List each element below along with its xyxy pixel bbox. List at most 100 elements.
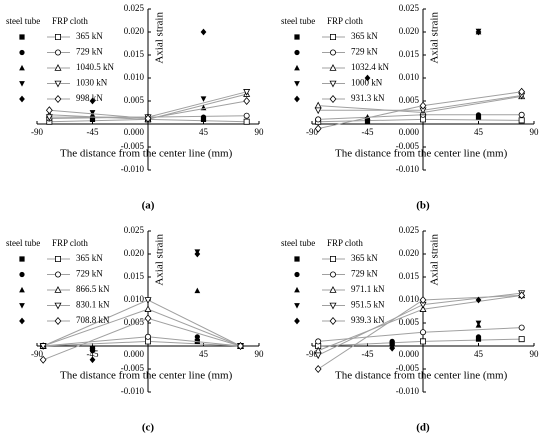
y-tick-label: 0.025 <box>399 3 420 13</box>
steel-point <box>194 334 200 340</box>
frp-point <box>39 343 47 350</box>
x-tick-label: 45 <box>199 127 209 137</box>
y-tick-label: 0.010 <box>399 294 420 304</box>
steel-point <box>475 320 482 327</box>
y-axis-label: Axial strain <box>154 12 166 64</box>
legend-frp-marker <box>55 34 61 40</box>
panel-label: (c) <box>142 422 155 434</box>
panel-label: (b) <box>416 200 430 212</box>
legend-steel-marker <box>294 317 300 325</box>
x-tick-label: -90 <box>31 349 43 359</box>
y-tick-label: 0.015 <box>124 271 145 281</box>
x-axis-label: The distance from the center line (mm) <box>60 148 233 160</box>
frp-point <box>144 305 152 312</box>
steel-point <box>89 348 96 354</box>
y-tick-label: 0.025 <box>124 225 145 235</box>
panel: -90 -45 45 90 -0.010 -0.005 0.000 0.005 0.010 0.0… <box>6 3 264 211</box>
frp-point <box>45 106 53 115</box>
legend-steel-marker <box>294 303 300 309</box>
panel: -90 -45 45 90 -0.010 -0.005 0.000 0.005 0.010 0.0… <box>6 225 264 433</box>
legend-frp-marker <box>330 34 336 40</box>
legend-steel-marker <box>294 64 300 71</box>
frp-point <box>144 114 152 123</box>
legend-label: 971.1 kN <box>351 284 385 294</box>
x-tick-label: -45 <box>362 349 374 359</box>
y-tick-label: -0.010 <box>396 164 420 174</box>
x-tick-label: -90 <box>31 127 43 137</box>
legend-frp-marker <box>54 317 62 325</box>
x-tick-label: -90 <box>306 349 318 359</box>
y-tick-label: 0.005 <box>399 95 420 105</box>
x-axis-label: The distance from the center line (mm) <box>335 370 508 382</box>
frp-point <box>243 97 251 105</box>
x-tick-label: 90 <box>530 349 540 359</box>
y-tick-label: 0.015 <box>399 271 420 281</box>
steel-point <box>389 338 395 344</box>
y-tick-label: 0.025 <box>399 225 420 235</box>
x-tick-label: 45 <box>199 349 209 359</box>
legend-label: 365 kN <box>351 31 378 41</box>
legend-steel-marker <box>294 34 300 40</box>
steel-point <box>475 334 482 340</box>
legend-label: 1040.5 kN <box>76 62 115 72</box>
y-axis-label: Axial strain <box>154 234 166 286</box>
legend-frp-marker <box>329 49 337 56</box>
legend-label: 729 kN <box>76 47 103 57</box>
frp-point <box>518 336 525 343</box>
frp-point <box>237 342 244 350</box>
legend-label: 866.5 kN <box>76 284 110 294</box>
legend-frp-marker <box>329 302 337 310</box>
x-tick-label: -45 <box>362 127 374 137</box>
steel-point <box>200 96 207 102</box>
frp-point <box>45 114 53 122</box>
legend-frp-marker <box>329 80 337 88</box>
y-tick-label: 0.015 <box>124 49 145 59</box>
legend-frp-marker <box>330 256 336 262</box>
x-tick-label: 90 <box>255 349 265 359</box>
frp-point <box>314 352 322 360</box>
legend-label: 1032.4 kN <box>351 62 390 72</box>
steel-point <box>364 74 371 82</box>
frp-point <box>314 124 322 133</box>
legend-label: 1030 kN <box>76 78 108 88</box>
y-tick-label: 0.015 <box>399 49 420 59</box>
legend-steel-marker <box>294 95 300 103</box>
legend-title: steel tube <box>6 238 40 248</box>
frp-point <box>420 338 426 345</box>
steel-point <box>89 110 96 116</box>
legend-title: steel tube <box>6 16 40 26</box>
frp-point <box>518 324 525 331</box>
y-tick-label: 0.005 <box>399 317 420 327</box>
frp-point <box>243 112 250 119</box>
y-tick-label: -0.005 <box>396 363 420 373</box>
y-tick-label: -0.005 <box>121 363 145 373</box>
legend-title: FRP cloth <box>52 16 88 26</box>
y-tick-label: 0.020 <box>124 26 145 36</box>
x-tick-label: 90 <box>530 127 540 137</box>
frp-point <box>518 111 525 118</box>
y-tick-label: 0.000 <box>399 127 420 137</box>
y-axis-label: Axial strain <box>429 234 441 286</box>
y-tick-label: 0.010 <box>399 72 420 82</box>
frp-point <box>315 116 322 123</box>
frp-point <box>39 355 47 364</box>
x-axis-label: The distance from the center line (mm) <box>60 370 233 382</box>
steel-point <box>194 250 201 258</box>
legend-steel-marker <box>19 271 25 278</box>
legend-steel-marker <box>19 256 25 262</box>
legend-steel-marker <box>19 317 25 325</box>
y-tick-label: 0.010 <box>124 72 145 82</box>
x-tick-label: 90 <box>255 127 265 137</box>
legend-title: FRP cloth <box>327 16 363 26</box>
steel-point <box>200 114 207 120</box>
legend-label: 729 kN <box>351 47 378 57</box>
legend-frp-marker <box>329 95 337 103</box>
frp-point <box>144 297 152 304</box>
frp-point <box>314 107 322 115</box>
legend-steel-marker <box>19 64 25 71</box>
legend-steel-marker <box>294 81 300 87</box>
legend-steel-marker <box>19 303 25 309</box>
frp-point <box>419 101 427 110</box>
frp-point <box>518 117 525 124</box>
